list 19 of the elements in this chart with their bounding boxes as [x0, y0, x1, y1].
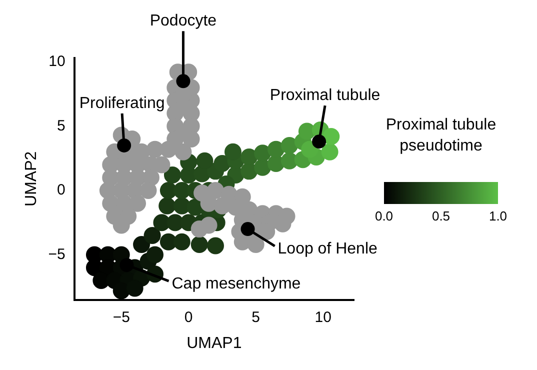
x-tick-label: 0 — [184, 308, 193, 326]
y-axis-title: UMAP2 — [23, 151, 40, 206]
color-bar-label: 1.0 — [488, 208, 508, 224]
y-tick-label: −5 — [48, 246, 66, 263]
x-axis-title: UMAP1 — [186, 334, 242, 352]
y-tick-label: 5 — [56, 117, 66, 134]
color-bar-label: 0.0 — [374, 208, 394, 224]
x-tick-label: −5 — [112, 308, 130, 326]
color-bar-title: Proximal tubule pseudotime — [386, 116, 496, 154]
annotation: Podocyte — [150, 12, 217, 30]
x-tick-label: 5 — [252, 308, 260, 326]
y-tick-label: 10 — [48, 53, 66, 70]
y-tick-label: 0 — [56, 182, 66, 199]
x-tick-label: 10 — [314, 308, 332, 326]
annotation: Cap mesenchyme — [172, 275, 301, 292]
annotation: Proximal tubule — [270, 87, 380, 104]
annotation: Loop of Henle — [278, 240, 378, 258]
color-bar-label: 0.5 — [432, 208, 450, 224]
annotation: Proliferating — [79, 94, 165, 112]
